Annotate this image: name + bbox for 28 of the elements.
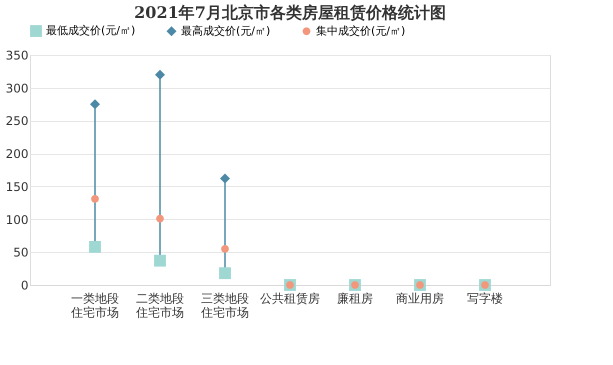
legend-label: 最低成交价(元/㎡) (46, 24, 136, 38)
y-tick-label: 300 (6, 81, 28, 96)
x-tick-label: 一类地段住宅市场 (70, 292, 119, 320)
legend-label: 最高成交价(元/㎡) (181, 24, 270, 38)
chart-title: 2021年7月北京市各类房屋租赁价格统计图 (134, 3, 446, 22)
point (89, 240, 101, 253)
x-tick-label: 廉租房 (337, 292, 373, 306)
x-tick-label: 公共租赁房 (260, 292, 320, 306)
point (221, 244, 229, 253)
point (90, 99, 100, 110)
point (155, 70, 165, 80)
y-tick-label: 250 (6, 114, 28, 128)
point (156, 214, 164, 222)
y-tick-label: 100 (6, 212, 28, 227)
y-tick-label: 200 (6, 147, 28, 162)
y-tick-label: 350 (6, 48, 28, 62)
y-tick-label: 150 (6, 180, 28, 194)
x-tick-label: 二类地段住宅市场 (135, 292, 184, 320)
x-tick-label: 写字楼 (467, 292, 503, 306)
y-tick-label: 50 (13, 246, 28, 260)
x-tick-label: 商业用房 (396, 292, 444, 306)
x-tick-label: 三类地段住宅市场 (200, 292, 249, 320)
point (91, 195, 99, 203)
point (220, 174, 230, 184)
y-tick-label: 0 (20, 278, 28, 292)
point (154, 254, 166, 267)
point (219, 267, 231, 280)
legend-label: 集中成交价(元/㎡) (316, 24, 406, 38)
